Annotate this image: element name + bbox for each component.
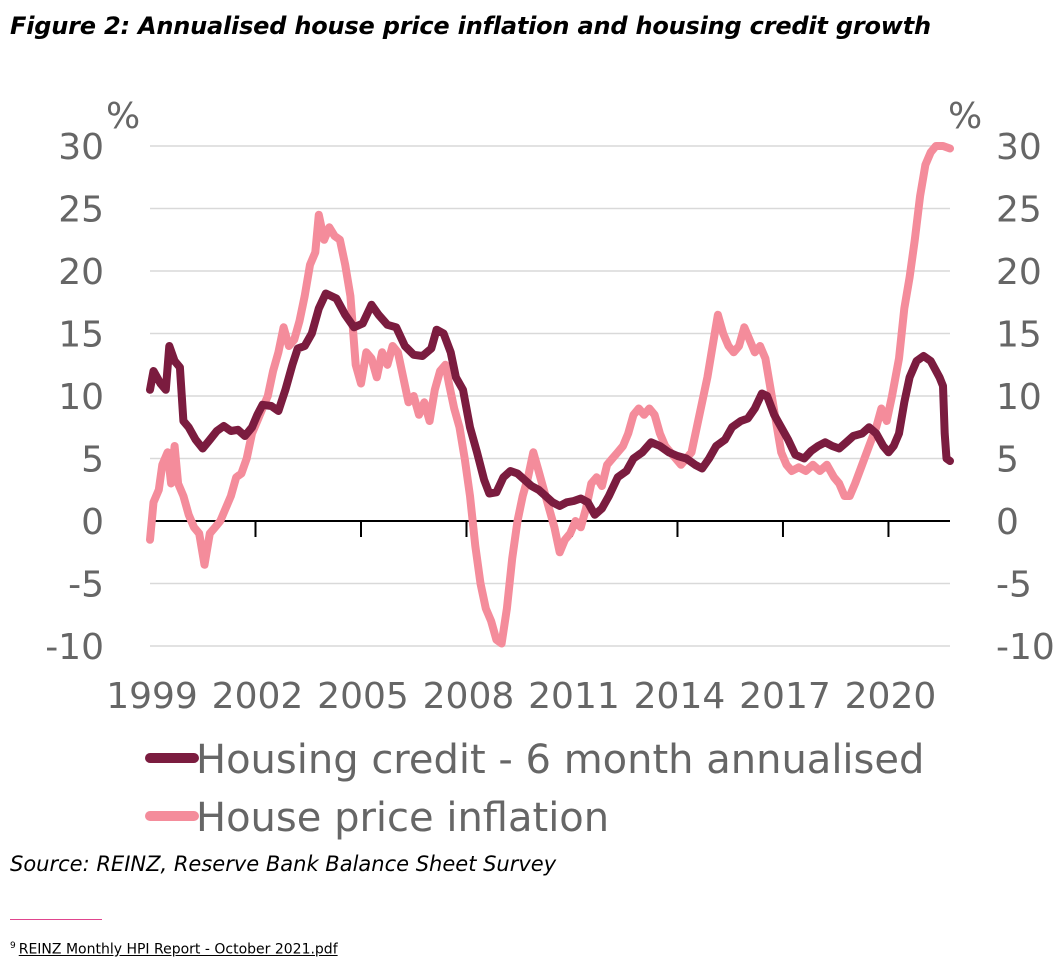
x-tick-label: 2017 [739,676,831,717]
y-axis-left-ticks: 30 25 20 15 10 5 0 -5 -10 [45,127,104,668]
series-lines [146,142,954,648]
source-note: Source: REINZ, Reserve Bank Balance Shee… [10,852,557,876]
legend-label-housing-credit: Housing credit - 6 month annualised [196,737,924,783]
y-tick-label-left: 30 [58,127,104,168]
footnote-separator [10,919,102,920]
y-tick-label-left: -5 [68,565,104,606]
legend[interactable]: Housing credit - 6 month annualised House… [145,737,924,841]
y-tick-label-left: 0 [81,502,104,543]
x-tick-label: 2020 [845,676,937,717]
x-tick-label: 2008 [423,676,515,717]
legend-label-house-price-inflation: House price inflation [196,795,609,841]
x-tick-label: 1999 [106,676,198,717]
y-axis-right-unit: % [948,96,982,137]
y-tick-label-left: -10 [45,627,104,668]
x-tick-label: 2011 [528,676,620,717]
y-tick-label-right: -10 [996,627,1055,668]
footnote-marker: 9 [10,941,16,951]
y-tick-label-right: 0 [996,502,1019,543]
series-line-house-price-inflation [146,142,954,648]
y-tick-label-right: -5 [996,565,1032,606]
y-tick-label-right: 15 [996,315,1042,356]
footnote: 9 REINZ Monthly HPI Report - October 2021… [10,941,338,958]
y-tick-label-left: 10 [58,377,104,418]
series-line-housing-credit [146,289,954,519]
y-tick-label-right: 25 [996,190,1042,231]
y-tick-label-right: 20 [996,252,1042,293]
y-tick-label-left: 20 [58,252,104,293]
figure-title: Figure 2: Annualised house price inflati… [10,12,931,40]
y-tick-label-right: 30 [996,127,1042,168]
y-tick-label-left: 25 [58,190,104,231]
y-tick-label-right: 5 [996,440,1019,481]
y-tick-label-left: 5 [81,440,104,481]
x-axis-ticks: 1999 2002 2005 2008 2011 2014 2017 2020 [106,676,936,717]
y-axis-left-unit: % [106,96,140,137]
y-axis-right-ticks: 30 25 20 15 10 5 0 -5 -10 [996,127,1055,668]
x-tick-label: 2002 [212,676,304,717]
y-tick-label-left: 15 [58,315,104,356]
line-chart: 30 25 20 15 10 5 0 -5 -10 30 25 20 15 10 5 0 -5 -10 1999… [45,96,1055,841]
x-tick-label: 2014 [634,676,726,717]
footnote-link[interactable]: REINZ Monthly HPI Report - October 2021.… [18,941,338,958]
y-tick-label-right: 10 [996,377,1042,418]
x-tick-label: 2005 [317,676,409,717]
